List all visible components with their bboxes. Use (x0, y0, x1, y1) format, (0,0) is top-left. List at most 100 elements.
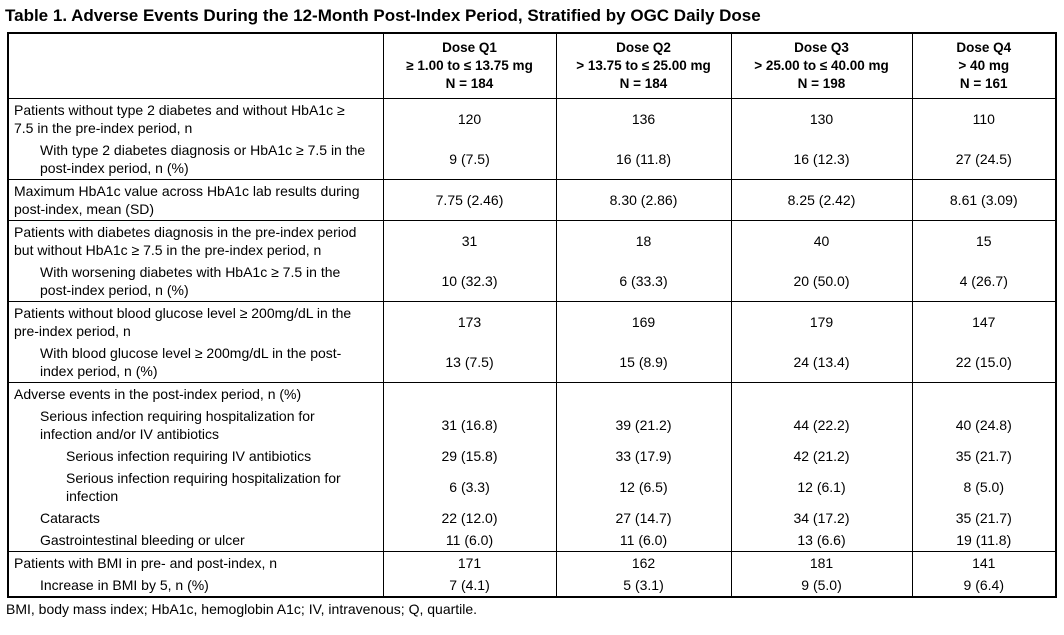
table-row: Serious infection requiring IV antibioti… (8, 445, 1056, 467)
table-row: Patients with diabetes diagnosis in the … (8, 220, 1056, 261)
value-cell: 39 (21.2) (555, 405, 731, 445)
value-cell: 6 (3.3) (382, 467, 556, 507)
row-label: With blood glucose level ≥ 200mg/dL in t… (40, 345, 342, 379)
value-cell: 8.61 (3.09) (911, 179, 1056, 221)
value-cell: 13 (7.5) (382, 342, 556, 383)
value-cell: 162 (555, 551, 731, 574)
row-label: Patients without type 2 diabetes and wit… (8, 98, 383, 139)
column-header-line: N = 198 (797, 76, 846, 91)
table-row: Serious infection requiring hospitalizat… (8, 405, 1056, 445)
value-cell: 6 (33.3) (555, 261, 731, 302)
value-cell: 181 (730, 551, 912, 574)
table-row: Gastrointestinal bleeding or ulcer 11 (6.… (8, 529, 1056, 552)
table-body: Patients without type 2 diabetes and wit… (8, 98, 1056, 597)
value-cell: 120 (382, 98, 556, 139)
value-cell: 9 (6.4) (911, 574, 1056, 597)
row-label: Serious infection requiring hospitalizat… (66, 470, 341, 504)
value-cell: 136 (555, 98, 731, 139)
value-cell: 13 (6.6) (730, 529, 912, 552)
column-header-line: N = 161 (959, 76, 1008, 91)
value-cell: 173 (382, 301, 556, 342)
row-label: Patients with diabetes diagnosis in the … (8, 220, 383, 261)
column-header-line: > 40 mg (958, 58, 1010, 73)
table-row: With type 2 diabetes diagnosis or HbA1c … (8, 139, 1056, 180)
value-cell: 169 (555, 301, 731, 342)
row-label: Gastrointestinal bleeding or ulcer (40, 532, 245, 548)
row-label: Increase in BMI by 5, n (%) (40, 577, 209, 593)
row-label: Patients with BMI in pre- and post-index… (8, 551, 383, 574)
value-cell: 40 (24.8) (911, 405, 1056, 445)
column-header-dose-q1: Dose Q1 ≥ 1.00 to ≤ 13.75 mg N = 184 (382, 33, 556, 99)
value-cell: 42 (21.2) (730, 445, 912, 467)
adverse-events-table: Dose Q1 ≥ 1.00 to ≤ 13.75 mg N = 184 Dose Q… (7, 32, 1057, 598)
value-cell: 27 (14.7) (555, 507, 731, 529)
value-cell (730, 382, 912, 405)
value-cell: 18 (555, 220, 731, 261)
value-cell: 8.30 (2.86) (555, 179, 731, 221)
value-cell: 12 (6.1) (730, 467, 912, 507)
stub-header-cell (8, 33, 383, 99)
value-cell: 22 (15.0) (911, 342, 1056, 383)
value-cell: 7.75 (2.46) (382, 179, 556, 221)
value-cell: 11 (6.0) (382, 529, 556, 552)
value-cell: 16 (11.8) (555, 139, 731, 180)
value-cell: 7 (4.1) (382, 574, 556, 597)
column-header-dose-q4: Dose Q4 > 40 mg N = 161 (911, 33, 1056, 99)
column-header-line: Dose Q1 (442, 40, 497, 55)
value-cell: 27 (24.5) (911, 139, 1056, 180)
row-label: Serious infection requiring IV antibioti… (66, 448, 312, 464)
value-cell: 31 (16.8) (382, 405, 556, 445)
value-cell: 16 (12.3) (730, 139, 912, 180)
value-cell: 22 (12.0) (382, 507, 556, 529)
value-cell: 35 (21.7) (911, 445, 1056, 467)
row-label: Patients without blood glucose level ≥ 2… (8, 301, 383, 342)
row-label: Cataracts (40, 510, 100, 526)
value-cell: 171 (382, 551, 556, 574)
value-cell: 15 (911, 220, 1056, 261)
row-label: With worsening diabetes with HbA1c ≥ 7.5… (40, 264, 341, 298)
table-row: Maximum HbA1c value across HbA1c lab res… (8, 179, 1056, 221)
table-row: Cataracts 22 (12.0) 27 (14.7) 34 (17.2) 35 (… (8, 507, 1056, 529)
row-label: Maximum HbA1c value across HbA1c lab res… (8, 179, 383, 221)
table-row: Patients with BMI in pre- and post-index… (8, 551, 1056, 574)
value-cell: 24 (13.4) (730, 342, 912, 383)
value-cell: 34 (17.2) (730, 507, 912, 529)
value-cell: 31 (382, 220, 556, 261)
column-header-dose-q3: Dose Q3 > 25.00 to ≤ 40.00 mg N = 198 (730, 33, 912, 99)
value-cell: 29 (15.8) (382, 445, 556, 467)
column-header-line: > 25.00 to ≤ 40.00 mg (754, 58, 889, 73)
column-header-line: N = 184 (619, 76, 668, 91)
row-label: Serious infection requiring hospitalizat… (40, 408, 315, 442)
table-row: Serious infection requiring hospitalizat… (8, 467, 1056, 507)
value-cell: 11 (6.0) (555, 529, 731, 552)
column-header-line: N = 184 (445, 76, 494, 91)
value-cell (382, 382, 556, 405)
value-cell: 44 (22.2) (730, 405, 912, 445)
table-row: Adverse events in the post-index period,… (8, 382, 1056, 405)
value-cell: 179 (730, 301, 912, 342)
column-header-line: > 13.75 to ≤ 25.00 mg (576, 58, 711, 73)
value-cell: 130 (730, 98, 912, 139)
column-header-line: ≥ 1.00 to ≤ 13.75 mg (406, 58, 533, 73)
column-header-line: Dose Q2 (616, 40, 671, 55)
table-row: With worsening diabetes with HbA1c ≥ 7.5… (8, 261, 1056, 302)
value-cell: 35 (21.7) (911, 507, 1056, 529)
value-cell: 8 (5.0) (911, 467, 1056, 507)
value-cell: 5 (3.1) (555, 574, 731, 597)
value-cell: 8.25 (2.42) (730, 179, 912, 221)
table-row: With blood glucose level ≥ 200mg/dL in t… (8, 342, 1056, 383)
header-row: Dose Q1 ≥ 1.00 to ≤ 13.75 mg N = 184 Dose Q… (8, 33, 1056, 99)
value-cell: 141 (911, 551, 1056, 574)
abbreviations-footnote: BMI, body mass index; HbA1c, hemoglobin … (6, 601, 478, 617)
table-title: Table 1. Adverse Events During the 12-Mo… (5, 6, 761, 25)
column-header-line: Dose Q4 (956, 40, 1012, 55)
value-cell: 9 (7.5) (382, 139, 556, 180)
value-cell: 110 (911, 98, 1056, 139)
value-cell (911, 382, 1056, 405)
value-cell (555, 382, 731, 405)
row-label: Adverse events in the post-index period,… (8, 382, 383, 405)
table-row: Patients without blood glucose level ≥ 2… (8, 301, 1056, 342)
table-row: Patients without type 2 diabetes and wit… (8, 98, 1056, 139)
value-cell: 147 (911, 301, 1056, 342)
